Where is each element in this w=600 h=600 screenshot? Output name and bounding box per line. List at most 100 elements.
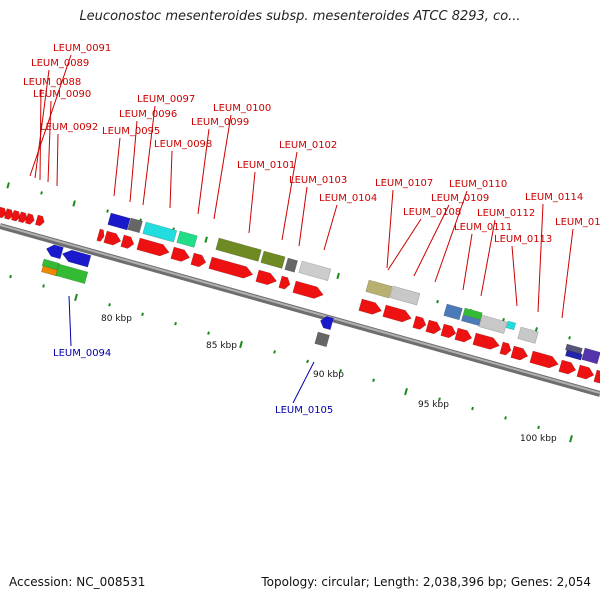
scale-label: 100 kbp [520, 434, 557, 444]
track-tick [372, 378, 375, 382]
label-leader-line [292, 361, 315, 404]
gene-label[interactable]: LEUM_0107 [375, 178, 433, 189]
track-tick [74, 293, 78, 301]
forward-gene-arrow [472, 332, 500, 350]
gene-label[interactable]: LEUM_0113 [494, 234, 552, 245]
label-leader-line [386, 189, 394, 269]
forward-gene-arrow [358, 298, 382, 315]
forward-gene-arrow [412, 315, 427, 330]
scale-label: 80 kbp [101, 314, 132, 324]
forward-gene-box [365, 279, 393, 299]
track-tick [471, 406, 474, 411]
forward-gene-box [478, 314, 508, 334]
forward-gene-box [107, 212, 131, 231]
label-leader-line [511, 245, 518, 307]
forward-gene-arrow [454, 327, 473, 343]
track-tick [404, 387, 408, 396]
forward-gene-box [462, 307, 483, 320]
label-leader-line [323, 204, 338, 251]
gene-label[interactable]: LEUM_0110 [449, 179, 507, 190]
gene-label[interactable]: LEUM_0095 [102, 126, 160, 137]
track-tick [537, 425, 540, 430]
label-leaders [29, 54, 574, 404]
forward-gene-box [443, 303, 463, 321]
reverse-gene-arrow [46, 244, 64, 260]
gene-label[interactable]: LEUM_0111 [454, 222, 512, 233]
gene-label[interactable]: LEUM_0097 [137, 94, 195, 105]
track-tick [72, 200, 76, 207]
forward-gene-box [517, 326, 539, 344]
track-tick [108, 303, 111, 307]
gene-label[interactable]: LEUM_0099 [191, 117, 249, 128]
label-leader-line [113, 137, 121, 197]
track-tick [204, 236, 208, 243]
track-tick [9, 274, 12, 279]
gene-label[interactable]: LEUM_0104 [319, 193, 377, 204]
label-leader-line [298, 186, 308, 247]
track-tick [339, 369, 342, 373]
gene-label[interactable]: LEUM_0090 [33, 89, 91, 100]
label-leader-line [413, 204, 450, 277]
gene-label[interactable]: LEUM_0094 [53, 348, 111, 359]
label-leader-line [281, 151, 298, 241]
genome-backbone [0, 223, 600, 397]
label-leader-line [56, 133, 59, 187]
forward-gene-box [127, 217, 143, 234]
forward-gene-arrow [292, 280, 324, 299]
gene-label[interactable]: LEUM_0112 [477, 208, 535, 219]
gene-label[interactable]: LEUM_0092 [40, 122, 98, 133]
forward-gene-box [176, 230, 198, 248]
gene-label[interactable]: LEUM_0100 [213, 103, 271, 114]
gene-label[interactable]: LEUM_0109 [431, 193, 489, 204]
forward-gene-box [298, 260, 332, 281]
track-tick [436, 299, 439, 304]
track-tick [273, 350, 276, 354]
forward-gene-arrow [170, 246, 191, 262]
genome-summary-text: Topology: circular; Length: 2,038,396 bp… [261, 575, 591, 589]
label-leader-line [248, 171, 256, 234]
forward-gene-arrow [96, 228, 105, 242]
gene-label[interactable]: LEUM_0101 [237, 160, 295, 171]
label-leader-line [129, 120, 138, 203]
label-leader-line [197, 128, 210, 215]
track-tick [336, 272, 340, 280]
gene-label[interactable]: LEUM_0115 [555, 217, 600, 228]
forward-gene-box [142, 221, 178, 243]
track-tick [502, 318, 505, 322]
reverse-gene-arrow [320, 316, 334, 331]
forward-gene-arrow [382, 304, 412, 323]
gene-label[interactable]: LEUM_0091 [53, 43, 111, 54]
label-leader-line [561, 228, 574, 319]
gene-label[interactable]: LEUM_0105 [275, 405, 333, 416]
forward-gene-arrow [510, 345, 529, 361]
forward-gene-arrow [190, 252, 207, 268]
gene-label[interactable]: LEUM_0089 [31, 58, 89, 69]
track-tick [438, 397, 441, 401]
gene-label[interactable]: LEUM_0102 [279, 140, 337, 151]
forward-gene-arrow [593, 369, 600, 384]
track-tick [6, 182, 10, 189]
label-leader-line [39, 88, 42, 181]
label-leader-line [142, 105, 156, 206]
track-tick [174, 321, 177, 326]
forward-gene-arrow [3, 208, 14, 220]
forward-gene-arrow [24, 213, 35, 225]
label-leader-line [47, 100, 52, 183]
scale-label: 95 kbp [418, 400, 449, 410]
forward-gene-arrow [0, 206, 7, 219]
forward-gene-box [215, 237, 262, 262]
forward-gene-arrow [17, 211, 28, 224]
gene-label[interactable]: LEUM_0103 [289, 175, 347, 186]
forward-gene-arrow [499, 341, 512, 356]
forward-gene-arrow [103, 230, 122, 246]
forward-gene-arrow [120, 234, 135, 249]
gene-label[interactable]: LEUM_0108 [403, 207, 461, 218]
track-tick [40, 191, 43, 195]
gene-label[interactable]: LEUM_0088 [23, 77, 81, 88]
gene-label[interactable]: LEUM_0098 [154, 139, 212, 150]
forward-gene-arrow [10, 209, 21, 222]
gene-label[interactable]: LEUM_0114 [525, 192, 583, 203]
gene-label[interactable]: LEUM_0096 [119, 109, 177, 120]
